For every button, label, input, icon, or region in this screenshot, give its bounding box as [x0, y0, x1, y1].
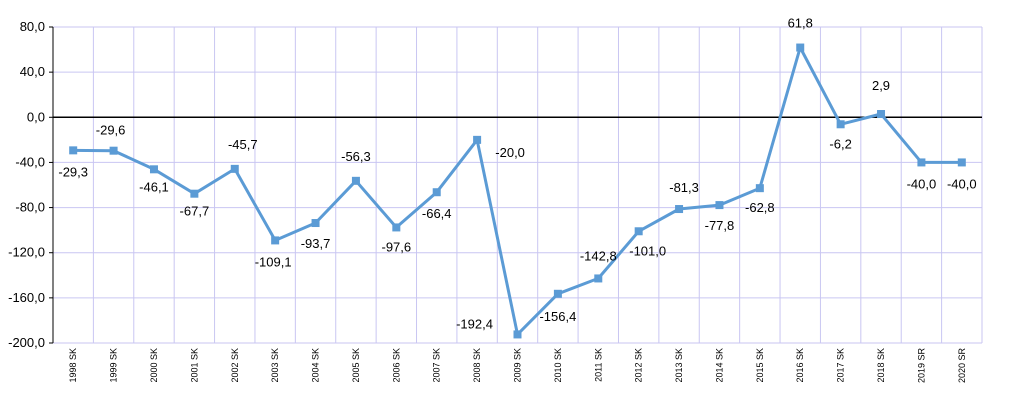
axis-layer: 80,0 40,0 0,0 -40,0 -80,0 -120,0 -160,0 -200,0 1… [8, 19, 982, 383]
data-point-marker [594, 274, 603, 283]
data-point-marker [473, 135, 482, 144]
x-tick-label: 2017 SK [836, 348, 846, 383]
data-point-marker [755, 184, 764, 193]
data-label: 2,9 [872, 78, 890, 93]
label-layer: -29,3 -29,6 -46,1 -67,7 -45,7 -109,1 -93,7 -56,… [58, 16, 976, 332]
data-point-marker [553, 289, 562, 298]
data-point-marker [675, 205, 684, 214]
data-label: -192,4 [456, 316, 493, 331]
x-tick-label: 2013 SK [674, 348, 684, 383]
data-label: -77,8 [705, 218, 735, 233]
data-label: -142,8 [580, 248, 617, 263]
data-point-marker [271, 236, 280, 245]
x-tick-label: 2000 SK [149, 348, 159, 383]
data-point-marker [877, 110, 886, 119]
data-point-marker [69, 146, 78, 155]
x-tick-label: 1999 SK [109, 348, 119, 383]
data-point-marker [230, 164, 239, 173]
x-tick-label: 2011 SK [593, 348, 603, 382]
data-label: -101,0 [629, 243, 666, 258]
data-label: -40,0 [947, 176, 977, 191]
data-point-marker [715, 201, 724, 210]
data-label: -81,3 [669, 180, 699, 195]
data-point-marker [190, 189, 199, 198]
data-point-marker [109, 146, 118, 155]
y-tick-label: -120,0 [8, 245, 45, 260]
x-tick-label: 2005 SK [351, 348, 361, 383]
x-tick-label: 2020 SR [957, 348, 967, 384]
series-line [73, 46, 962, 336]
x-tick-label: 2015 SK [755, 348, 765, 383]
data-point-marker [513, 330, 522, 339]
grid-layer [52, 26, 983, 344]
x-tick-label: 2014 SK [714, 348, 724, 383]
data-label: -56,3 [341, 149, 371, 164]
data-label: -156,4 [539, 309, 576, 324]
x-tick-label: 2003 SK [270, 348, 280, 383]
data-label: -62,8 [745, 200, 775, 215]
data-label: -40,0 [907, 176, 937, 191]
y-tick-label: -160,0 [8, 290, 45, 305]
data-point-marker [351, 176, 360, 185]
data-label: -29,3 [58, 164, 88, 179]
data-point-marker [392, 223, 401, 232]
data-point-marker [836, 120, 845, 129]
x-tick-label: 1998 SK [68, 348, 78, 383]
data-label: -6,2 [829, 136, 851, 151]
data-point-marker [432, 188, 441, 197]
x-tick-label: 2002 SK [230, 348, 240, 383]
x-tick-label: 2019 SR [916, 348, 926, 384]
series-layer [69, 43, 966, 339]
data-point-marker [149, 165, 158, 174]
data-label: -20,0 [495, 145, 525, 160]
data-point-marker [634, 227, 643, 236]
data-point-marker [957, 158, 966, 167]
data-label: -66,4 [422, 206, 452, 221]
x-tick-label: 2008 SK [472, 348, 482, 383]
x-tick-label: 2010 SK [553, 348, 563, 383]
y-tick-label: -40,0 [15, 154, 45, 169]
y-tick-label: 0,0 [27, 109, 45, 124]
data-label: 61,8 [788, 16, 813, 31]
y-tick-label: -80,0 [15, 200, 45, 215]
x-tick-label: 2007 SK [432, 348, 442, 383]
data-point-marker [917, 158, 926, 167]
y-tick-label: -200,0 [8, 335, 45, 350]
data-point-marker [311, 219, 320, 228]
data-label: -67,7 [180, 204, 210, 219]
x-tick-label: 2001 SK [189, 348, 199, 383]
data-label: -109,1 [255, 254, 292, 269]
x-tick-label: 2006 SK [391, 348, 401, 383]
x-tick-label: 2012 SK [634, 348, 644, 383]
y-tick-label: 80,0 [20, 19, 45, 34]
y-tick-label: 40,0 [20, 64, 45, 79]
x-tick-label: 2016 SK [795, 348, 805, 383]
data-label: -93,7 [301, 236, 331, 251]
x-tick-label: 2004 SK [311, 348, 321, 383]
x-tick-label: 2009 SK [513, 348, 523, 383]
data-label: -29,6 [96, 123, 126, 138]
data-point-marker [796, 43, 805, 52]
data-label: -46,1 [139, 179, 169, 194]
x-tick-label: 2018 SK [876, 348, 886, 383]
data-label: -45,7 [228, 137, 258, 152]
data-label: -97,6 [382, 239, 412, 254]
